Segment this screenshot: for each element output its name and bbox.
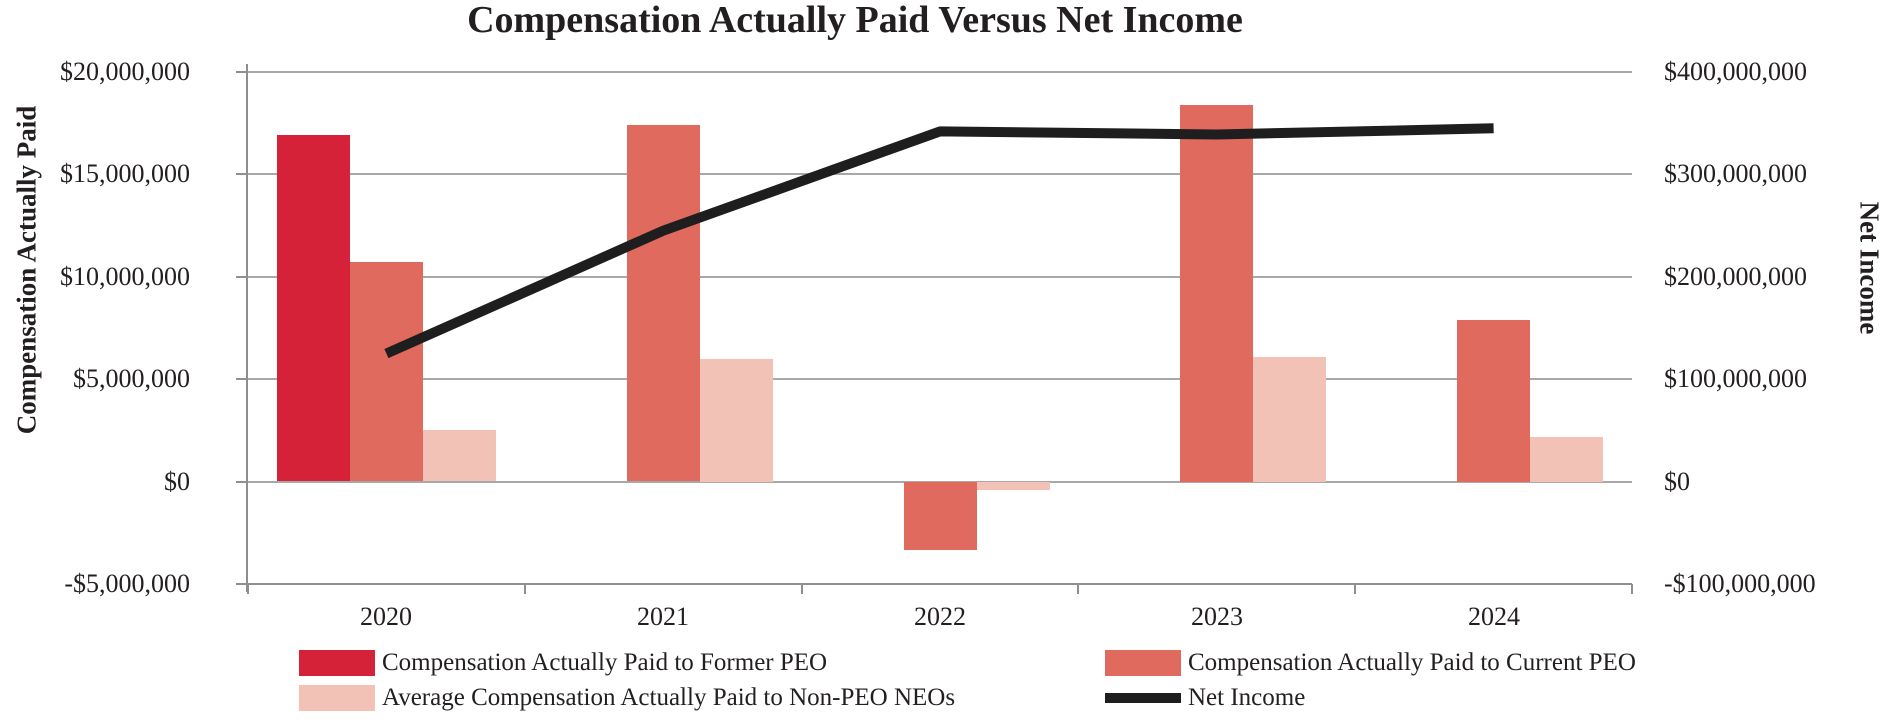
gridline — [248, 276, 1632, 278]
left-axis-tick — [236, 481, 248, 483]
x-axis-line — [248, 583, 1632, 585]
x-axis-tick — [1354, 584, 1356, 594]
legend-item-net-income: Net Income — [1105, 684, 1679, 712]
legend: Compensation Actually Paid to Former PEO… — [299, 649, 1679, 712]
left-axis-tick — [236, 583, 248, 585]
gridline — [248, 173, 1632, 175]
left-axis-tick-label: $15,000,000 — [60, 159, 190, 188]
right-axis-tick-label: $300,000,000 — [1664, 159, 1807, 188]
x-axis-year-label: 2021 — [637, 602, 689, 631]
x-axis-tick — [801, 584, 803, 594]
right-axis-tick-label: -$100,000,000 — [1664, 569, 1816, 598]
bar-current-peo-2022 — [904, 482, 977, 550]
x-axis-tick — [1631, 584, 1633, 594]
left-axis-tick-label: $20,000,000 — [60, 57, 190, 86]
legend-swatch-net-income — [1105, 693, 1181, 703]
bar-non-peo-neos-2023 — [1253, 357, 1326, 482]
net-income-line — [384, 123, 1494, 359]
gridline — [248, 378, 1632, 380]
left-axis-tick — [236, 276, 248, 278]
left-axis-tick-label: $10,000,000 — [60, 262, 190, 291]
legend-label-current-peo: Compensation Actually Paid to Current PE… — [1188, 649, 1636, 676]
x-axis-year-label: 2022 — [914, 602, 966, 631]
legend-label-former-peo: Compensation Actually Paid to Former PEO — [382, 649, 828, 676]
left-axis-tick — [236, 378, 248, 380]
left-axis-tick-label: $0 — [164, 467, 190, 496]
legend-item-current-peo: Compensation Actually Paid to Current PE… — [1105, 649, 1679, 677]
legend-label-non-peo-neos: Average Compensation Actually Paid to No… — [382, 684, 956, 711]
bar-current-peo-2024 — [1457, 320, 1530, 482]
y-axis-line — [246, 64, 248, 592]
x-axis-tick — [524, 584, 526, 594]
x-axis-year-label: 2020 — [360, 602, 412, 631]
right-axis-tick-label: $0 — [1664, 467, 1690, 496]
x-axis-year-label: 2023 — [1191, 602, 1243, 631]
x-axis-tick — [1077, 584, 1079, 594]
bar-current-peo-2023 — [1180, 105, 1253, 482]
legend-item-former-peo: Compensation Actually Paid to Former PEO — [299, 649, 1105, 677]
x-axis-year-label: 2024 — [1468, 602, 1520, 631]
legend-swatch-current-peo — [1105, 650, 1181, 676]
gridline — [248, 71, 1632, 73]
bar-current-peo-2021 — [627, 125, 700, 481]
right-axis-tick-label: $400,000,000 — [1664, 57, 1807, 86]
bar-current-peo-2020 — [350, 262, 423, 481]
bar-non-peo-neos-2020 — [423, 430, 496, 481]
plot-area — [248, 71, 1632, 585]
legend-swatch-former-peo — [299, 650, 375, 676]
right-axis-tick-label: $100,000,000 — [1664, 364, 1807, 393]
x-axis-tick — [247, 584, 249, 594]
left-axis-tick — [236, 173, 248, 175]
bar-non-peo-neos-2024 — [1530, 437, 1603, 482]
legend-label-net-income: Net Income — [1188, 684, 1306, 711]
right-axis-tick-label: $200,000,000 — [1664, 262, 1807, 291]
right-axis-title: Net Income — [1854, 201, 1885, 335]
left-axis-tick-label: -$5,000,000 — [64, 569, 190, 598]
left-axis-tick-label: $5,000,000 — [73, 364, 190, 393]
chart-title: Compensation Actually Paid Versus Net In… — [467, 0, 1243, 41]
bar-non-peo-neos-2022 — [977, 482, 1050, 490]
legend-item-non-peo-neos: Average Compensation Actually Paid to No… — [299, 684, 1105, 712]
bar-non-peo-neos-2021 — [700, 359, 773, 482]
left-axis-tick — [236, 71, 248, 73]
legend-swatch-non-peo-neos — [299, 685, 375, 711]
bar-former-peo-2020 — [277, 135, 350, 481]
